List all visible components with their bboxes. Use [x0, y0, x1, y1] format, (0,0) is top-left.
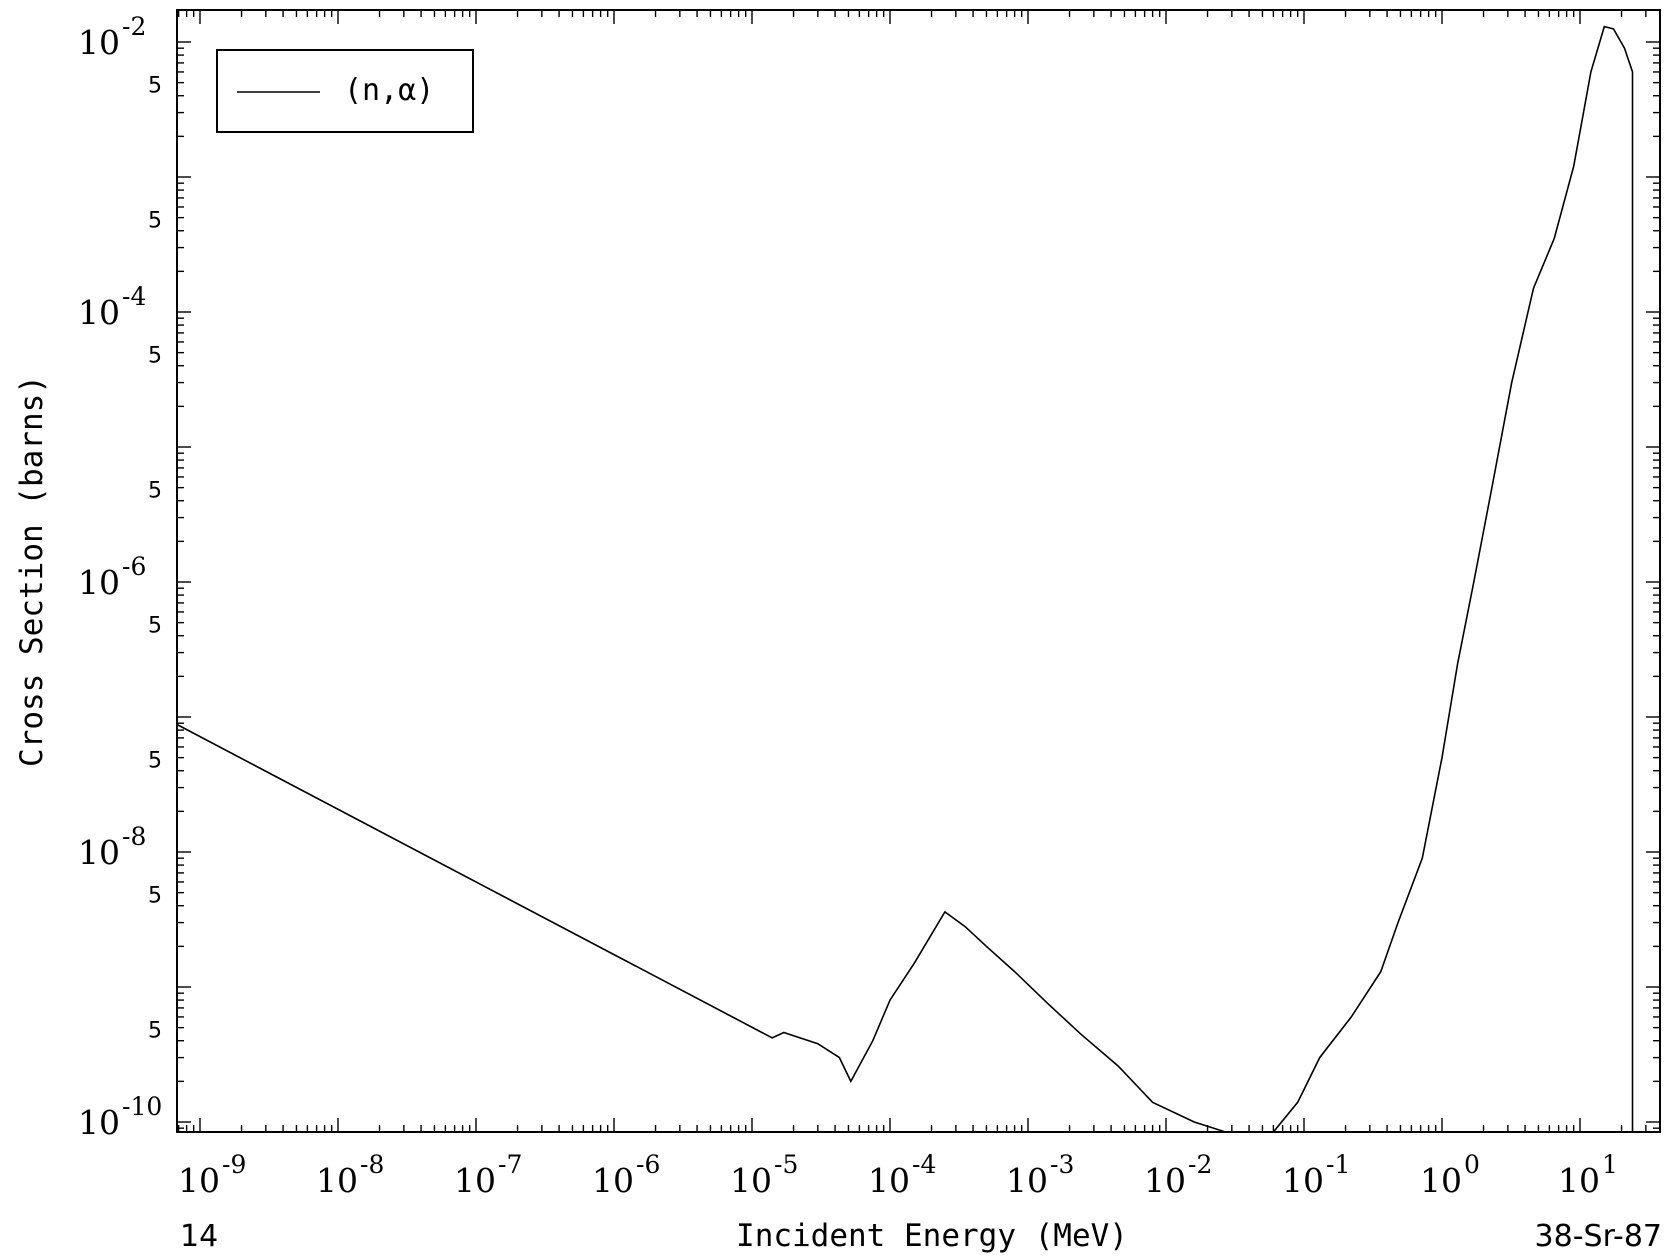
- y-tick-label: 10-6: [78, 552, 146, 602]
- axis-ticks: [177, 10, 1660, 1132]
- y-minor-tick-label: 5: [148, 209, 162, 234]
- series-line-n-alpha: [176, 25, 1634, 1133]
- y-tick-label: 10-8: [78, 822, 146, 872]
- x-axis-title: Incident Energy (MeV): [736, 1218, 1128, 1254]
- y-minor-tick-label: 5: [148, 749, 162, 774]
- y-minor-tick-label: 5: [148, 1019, 162, 1044]
- legend: (n,α): [216, 49, 474, 133]
- plot-frame: [176, 9, 1661, 1133]
- annotation-left: 14: [180, 1219, 218, 1254]
- x-tick-label: 100: [1420, 1150, 1480, 1200]
- x-tick-label: 10-7: [454, 1150, 522, 1200]
- y-tick-label: 10-10: [78, 1092, 162, 1142]
- x-tick-label: 10-4: [868, 1150, 936, 1200]
- y-minor-tick-label: 5: [148, 614, 162, 639]
- y-tick-labels: 10-2 10-4 10-6 10-8 10-10 5 5 5 5 5 5 5 5: [78, 12, 162, 1142]
- annotation-right: 38-Sr-87: [1535, 1219, 1662, 1254]
- y-minor-tick-label: 5: [148, 74, 162, 99]
- y-minor-tick-label: 5: [148, 344, 162, 369]
- y-tick-label: 10-4: [78, 282, 146, 332]
- legend-box: [216, 49, 474, 133]
- x-tick-label: 10-2: [1144, 1150, 1212, 1200]
- y-axis-title: Cross Section (barns): [14, 375, 50, 767]
- y-minor-tick-label: 5: [148, 479, 162, 504]
- legend-label: (n,α): [344, 73, 434, 108]
- x-tick-label: 10-1: [1282, 1150, 1350, 1200]
- x-tick-label: 10-3: [1006, 1150, 1074, 1200]
- x-tick-label: 10-5: [730, 1150, 798, 1200]
- x-tick-label: 10-8: [316, 1150, 384, 1200]
- x-tick-labels: 10-9 10-8 10-7 10-6 10-5 10-4 10-3 10-2 10-1 100 1…: [178, 1150, 1618, 1200]
- y-tick-label: 10-2: [78, 12, 146, 62]
- x-tick-label: 10-6: [592, 1150, 660, 1200]
- x-tick-label: 101: [1558, 1150, 1618, 1200]
- x-tick-label: 10-9: [178, 1150, 246, 1200]
- y-minor-tick-label: 5: [148, 884, 162, 909]
